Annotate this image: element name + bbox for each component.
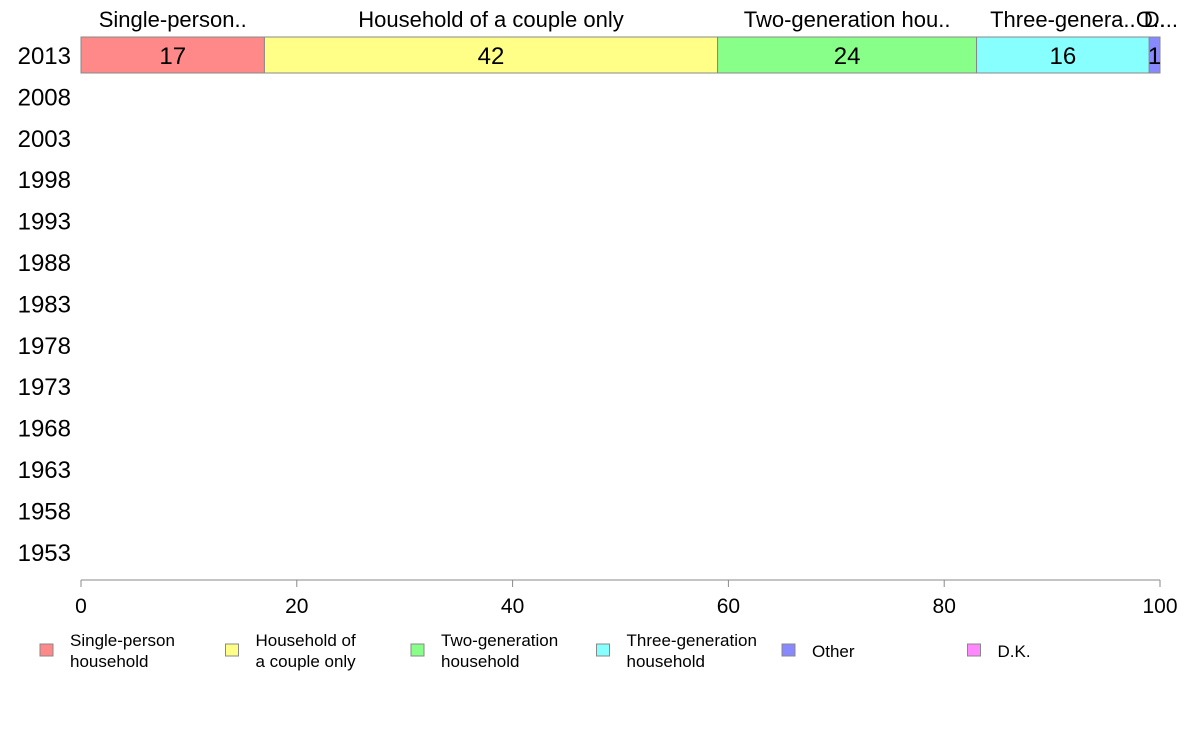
data-label: 17 bbox=[159, 43, 186, 70]
data-label: 1 bbox=[1148, 43, 1161, 70]
top-labels-layer: Single-person.. Household of a couple onl… bbox=[99, 7, 1178, 32]
legend-label: Single-person bbox=[70, 631, 175, 650]
x-tick-label: 60 bbox=[717, 595, 740, 618]
y-tick-label: 1963 bbox=[18, 457, 71, 484]
y-tick-label: 2013 bbox=[18, 43, 71, 70]
data-labels-layer: 17 42 24 16 1 bbox=[159, 43, 1161, 70]
legend-label: a couple only bbox=[256, 652, 357, 671]
y-tick-label: 1968 bbox=[18, 416, 71, 443]
legend-swatch bbox=[781, 643, 796, 657]
legend-swatch bbox=[596, 643, 610, 657]
y-tick-label: 2008 bbox=[18, 84, 71, 111]
bar-segment bbox=[717, 36, 978, 74]
bar-segment bbox=[1148, 36, 1161, 74]
top-series-label: Three-genera.. bbox=[990, 7, 1136, 32]
y-tick-label: 1998 bbox=[18, 167, 71, 194]
legend-label: household bbox=[627, 652, 705, 671]
legend-swatch bbox=[967, 643, 981, 657]
top-series-label: Two-generation hou.. bbox=[744, 7, 951, 32]
bars-layer bbox=[80, 36, 1161, 74]
y-tick-label: 1988 bbox=[18, 250, 71, 277]
y-tick-label: 1973 bbox=[18, 374, 71, 401]
legend-label: Household of bbox=[256, 631, 356, 650]
top-series-label: Household of a couple only bbox=[358, 7, 623, 32]
legend-label: household bbox=[441, 652, 519, 671]
top-series-label: O.. bbox=[1136, 7, 1165, 32]
data-label: 24 bbox=[834, 43, 861, 70]
y-tick-label: 2003 bbox=[18, 126, 71, 153]
legend: Single-person household Household of a coup… bbox=[39, 631, 1031, 671]
y-axis-labels: 2013 2008 2003 1998 1993 1988 1983 1978 1973 1968… bbox=[18, 43, 71, 567]
legend-label: Three-generation bbox=[627, 631, 757, 650]
legend-label: household bbox=[70, 652, 148, 671]
legend-label: Two-generation bbox=[441, 631, 558, 650]
bar-segment bbox=[80, 36, 265, 74]
legend-label: D.K. bbox=[998, 642, 1031, 661]
x-axis: 0 20 40 60 80 100 bbox=[75, 579, 1178, 618]
legend-swatch bbox=[410, 643, 425, 657]
y-tick-label: 1983 bbox=[18, 291, 71, 318]
x-tick-label: 0 bbox=[75, 595, 87, 618]
top-series-label: Single-person.. bbox=[99, 7, 247, 32]
x-tick-label: 40 bbox=[501, 595, 524, 618]
top-series-label: D... bbox=[1144, 7, 1178, 32]
y-tick-label: 1958 bbox=[18, 498, 71, 525]
y-tick-label: 1978 bbox=[18, 333, 71, 360]
y-tick-label: 1993 bbox=[18, 209, 71, 236]
data-label: 42 bbox=[478, 43, 505, 70]
x-tick-label: 20 bbox=[285, 595, 308, 618]
x-tick-label: 80 bbox=[933, 595, 956, 618]
legend-label: Other bbox=[812, 642, 855, 661]
bar-segment bbox=[263, 36, 719, 74]
legend-swatch bbox=[225, 643, 239, 657]
legend-swatch bbox=[39, 643, 54, 657]
y-tick-label: 1953 bbox=[18, 540, 71, 567]
x-tick-label: 100 bbox=[1142, 595, 1177, 618]
data-label: 16 bbox=[1050, 43, 1077, 70]
